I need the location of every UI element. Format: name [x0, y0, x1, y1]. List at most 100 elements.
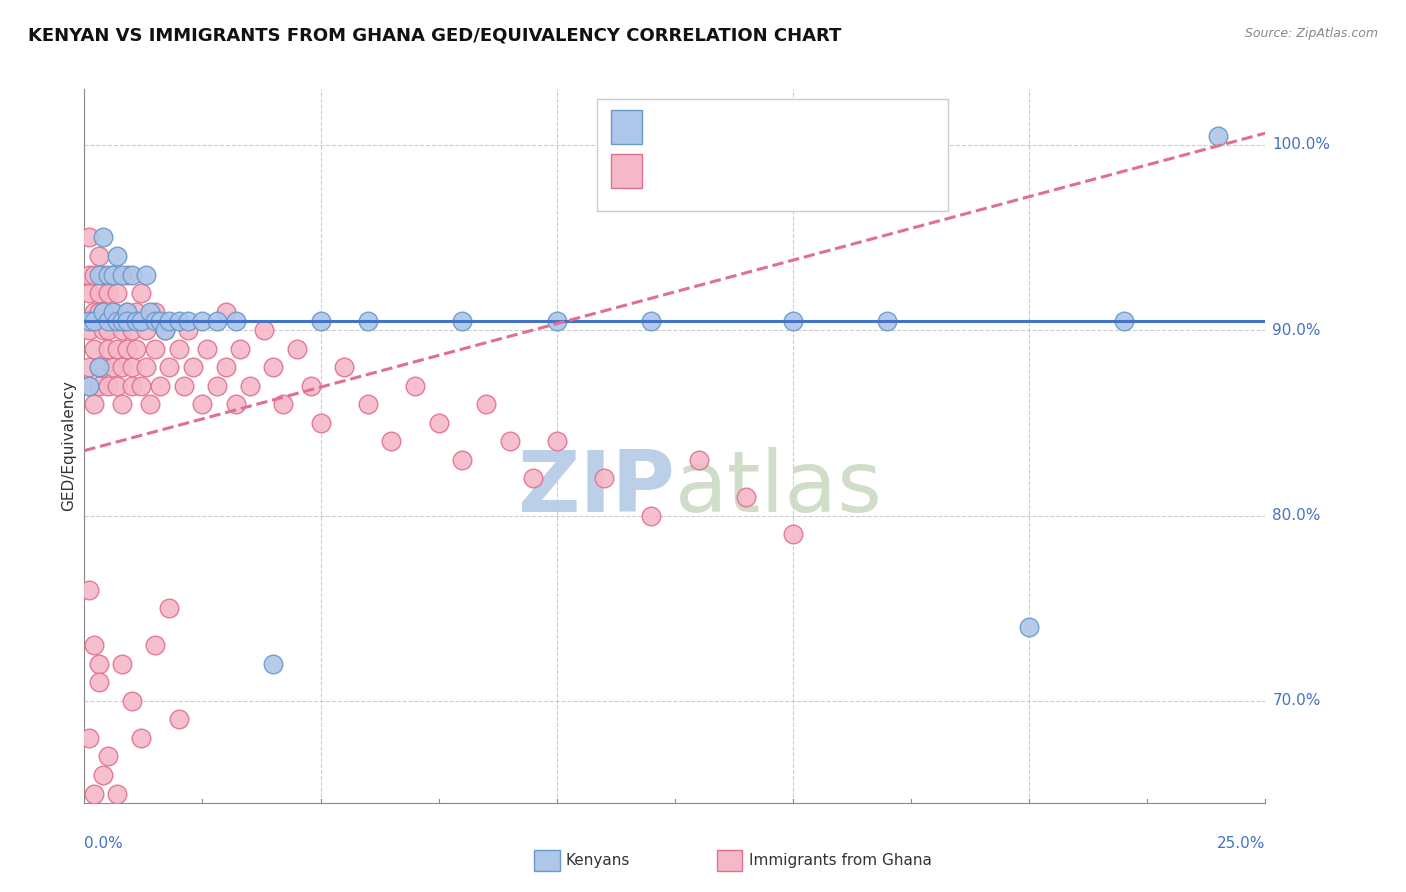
Point: [91, 768, 114, 782]
Point: [77, 360, 100, 375]
Point: [111, 397, 134, 411]
Point: [101, 268, 124, 282]
Point: [135, 323, 157, 337]
Point: [121, 323, 143, 337]
Point: [195, 342, 218, 356]
Point: [167, 314, 190, 328]
Point: [87, 675, 110, 690]
Point: [107, 378, 129, 392]
Point: [83, 342, 105, 356]
Point: [309, 416, 332, 430]
Point: [640, 314, 662, 328]
Point: [107, 249, 129, 263]
Point: [97, 749, 120, 764]
Point: [111, 268, 134, 282]
Point: [121, 360, 143, 375]
Point: [91, 360, 114, 375]
Point: [91, 323, 114, 337]
Point: [87, 657, 110, 671]
Point: [107, 342, 129, 356]
Point: [271, 397, 294, 411]
Point: [299, 378, 322, 392]
Point: [167, 712, 190, 726]
Point: [1018, 620, 1040, 634]
Point: [177, 314, 200, 328]
Text: Kenyans: Kenyans: [565, 854, 630, 868]
Text: Immigrants from Ghana: Immigrants from Ghana: [749, 854, 932, 868]
Point: [87, 268, 110, 282]
Point: [262, 360, 284, 375]
Point: [87, 360, 110, 375]
Point: [115, 268, 138, 282]
Point: [87, 286, 110, 301]
Point: [115, 304, 138, 318]
Point: [125, 342, 148, 356]
Point: [115, 342, 138, 356]
Point: [139, 304, 162, 318]
Point: [404, 378, 426, 392]
Point: [157, 601, 180, 615]
Point: [149, 378, 172, 392]
Point: [125, 314, 148, 328]
Point: [225, 397, 247, 411]
Text: 70.0%: 70.0%: [1272, 693, 1320, 708]
Text: R = 0.013   N = 42: R = 0.013 N = 42: [650, 118, 814, 136]
Point: [111, 314, 134, 328]
Point: [77, 731, 100, 745]
Text: 80.0%: 80.0%: [1272, 508, 1320, 523]
Point: [380, 434, 402, 449]
Point: [173, 378, 195, 392]
Point: [121, 378, 143, 392]
Text: atlas: atlas: [675, 447, 883, 531]
Point: [876, 314, 898, 328]
Point: [83, 787, 105, 801]
Point: [101, 304, 124, 318]
Point: [91, 304, 114, 318]
Point: [357, 314, 380, 328]
Point: [107, 286, 129, 301]
Point: [129, 731, 152, 745]
Point: [546, 434, 568, 449]
Point: [167, 342, 190, 356]
Point: [782, 314, 804, 328]
Point: [153, 323, 176, 337]
Point: [215, 304, 238, 318]
Point: [77, 378, 100, 392]
Point: [215, 360, 238, 375]
Point: [688, 453, 710, 467]
Point: [498, 434, 520, 449]
Point: [77, 314, 100, 328]
Point: [640, 508, 662, 523]
Point: [546, 314, 568, 328]
Point: [143, 638, 166, 652]
Point: [91, 823, 114, 838]
Point: [262, 657, 284, 671]
Text: KENYAN VS IMMIGRANTS FROM GHANA GED/EQUIVALENCY CORRELATION CHART: KENYAN VS IMMIGRANTS FROM GHANA GED/EQUI…: [28, 27, 842, 45]
Text: 90.0%: 90.0%: [1272, 323, 1320, 338]
Point: [593, 471, 616, 485]
Point: [83, 638, 105, 652]
Point: [143, 342, 166, 356]
Text: Source: ZipAtlas.com: Source: ZipAtlas.com: [1244, 27, 1378, 40]
Point: [101, 268, 124, 282]
Text: R = 0.274   N = 99: R = 0.274 N = 99: [650, 162, 814, 180]
Point: [239, 378, 262, 392]
Point: [83, 304, 105, 318]
Point: [97, 378, 120, 392]
Point: [77, 323, 100, 337]
Point: [111, 657, 134, 671]
Point: [77, 286, 100, 301]
Point: [149, 314, 172, 328]
Point: [111, 323, 134, 337]
Point: [97, 286, 120, 301]
Point: [285, 342, 308, 356]
Point: [309, 314, 332, 328]
Point: [427, 416, 450, 430]
Point: [97, 323, 120, 337]
Point: [87, 360, 110, 375]
Y-axis label: GED/Equivalency: GED/Equivalency: [60, 381, 76, 511]
Point: [77, 582, 100, 597]
Point: [77, 230, 100, 244]
Point: [97, 314, 120, 328]
Point: [475, 397, 498, 411]
